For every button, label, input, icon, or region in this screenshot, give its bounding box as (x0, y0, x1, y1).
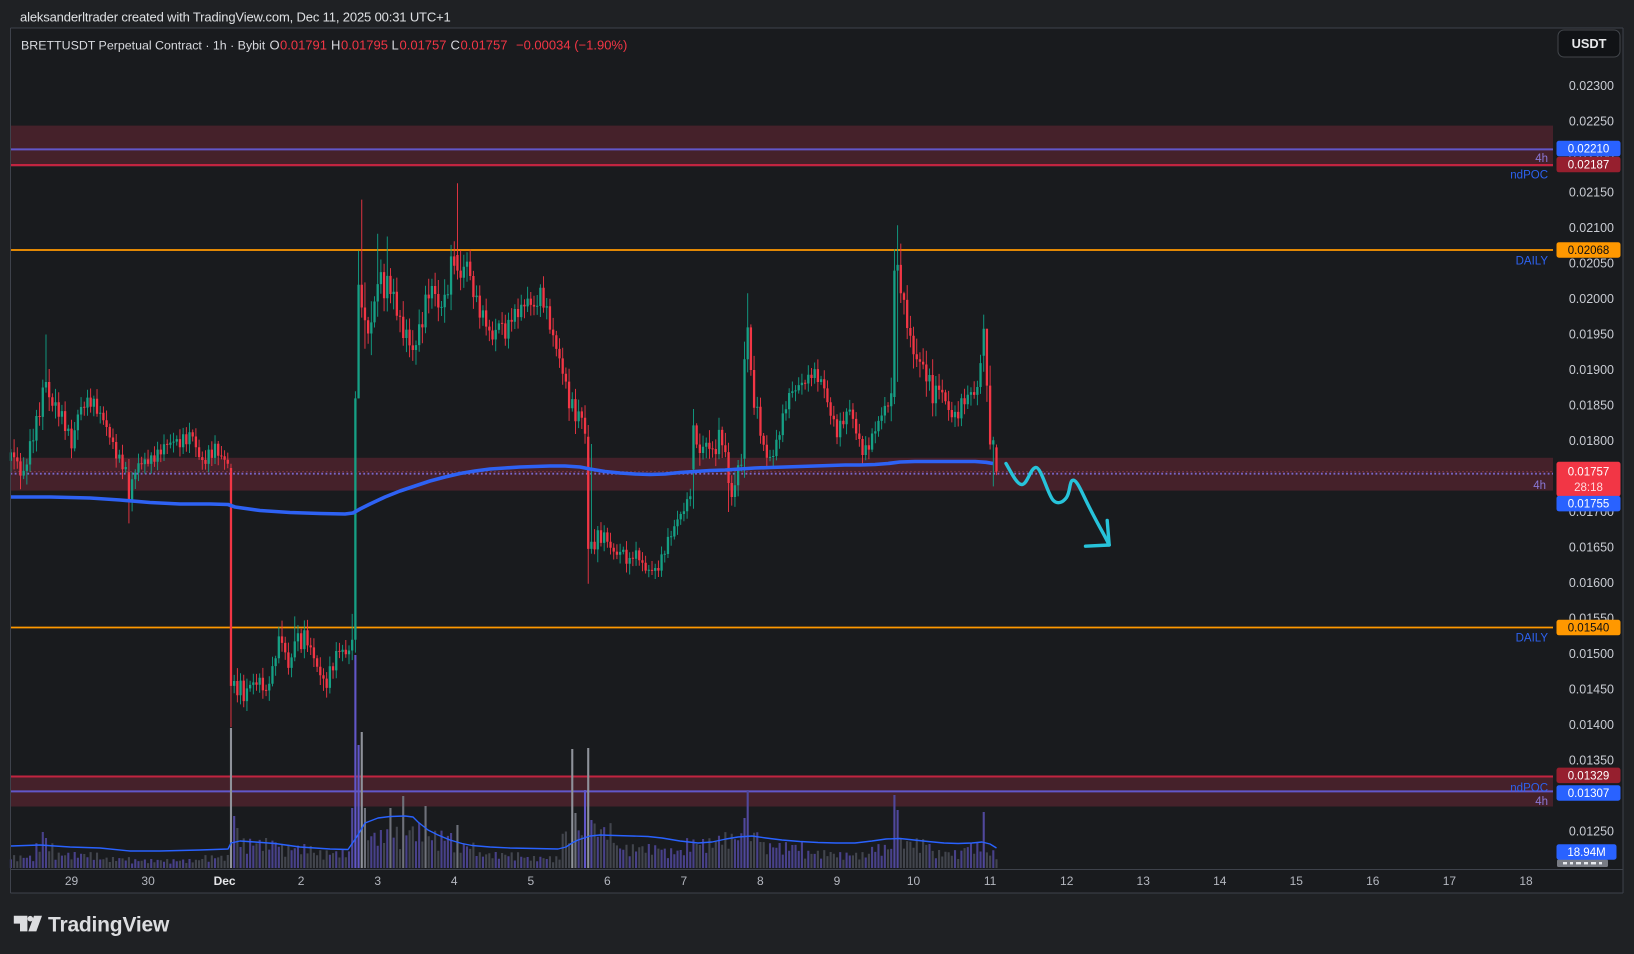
svg-text:15: 15 (1290, 874, 1304, 888)
svg-text:−0.00034 (−1.90%): −0.00034 (−1.90%) (516, 38, 627, 53)
svg-text:0.01900: 0.01900 (1569, 363, 1614, 377)
svg-text:10: 10 (907, 874, 921, 888)
svg-text:0.02100: 0.02100 (1569, 221, 1614, 235)
svg-text:18: 18 (1519, 874, 1533, 888)
svg-text:0.02050: 0.02050 (1569, 257, 1614, 271)
svg-text:0.01400: 0.01400 (1569, 718, 1614, 732)
svg-text:0.01755: 0.01755 (1568, 499, 1610, 511)
svg-text:0.01450: 0.01450 (1569, 683, 1614, 697)
svg-text:0.01650: 0.01650 (1569, 541, 1614, 555)
svg-text:4h: 4h (1535, 796, 1548, 808)
svg-text:0.01795: 0.01795 (341, 38, 388, 53)
svg-text:0.02300: 0.02300 (1569, 79, 1614, 93)
svg-text:0.01600: 0.01600 (1569, 576, 1614, 590)
svg-text:0.02250: 0.02250 (1569, 115, 1614, 129)
svg-text:0.01850: 0.01850 (1569, 399, 1614, 413)
svg-text:0.01500: 0.01500 (1569, 647, 1614, 661)
svg-text:0.02187: 0.02187 (1568, 160, 1610, 172)
svg-text:ndPOC: ndPOC (1510, 170, 1548, 182)
svg-text:BRETTUSDT Perpetual Contract ·: BRETTUSDT Perpetual Contract · 1h · Bybi… (21, 39, 266, 53)
svg-text:0.01757: 0.01757 (461, 38, 508, 53)
svg-text:O: O (270, 38, 280, 53)
svg-text:5: 5 (527, 874, 534, 888)
svg-text:0.01800: 0.01800 (1569, 434, 1614, 448)
svg-text:0.01791: 0.01791 (280, 38, 327, 53)
svg-text:9: 9 (834, 874, 841, 888)
svg-text:0.01350: 0.01350 (1569, 754, 1614, 768)
svg-text:0.02000: 0.02000 (1569, 292, 1614, 306)
svg-text:0.01250: 0.01250 (1569, 825, 1614, 839)
svg-text:0.02068: 0.02068 (1568, 245, 1610, 257)
svg-text:29: 29 (65, 874, 79, 888)
svg-text:0.01757: 0.01757 (1568, 466, 1610, 478)
svg-text:C: C (451, 38, 460, 53)
svg-text:18.94M: 18.94M (1567, 847, 1605, 859)
svg-text:3: 3 (374, 874, 381, 888)
svg-text:0.02150: 0.02150 (1569, 186, 1614, 200)
svg-text:0.01950: 0.01950 (1569, 328, 1614, 342)
svg-text:13: 13 (1137, 874, 1151, 888)
svg-text:0.01307: 0.01307 (1568, 788, 1610, 800)
svg-text:28:18: 28:18 (1574, 482, 1603, 494)
svg-text:USDT: USDT (1572, 36, 1607, 51)
svg-text:11: 11 (984, 874, 997, 888)
svg-text:TradingView: TradingView (48, 914, 170, 937)
svg-text:7: 7 (681, 874, 688, 888)
svg-text:0.01329: 0.01329 (1568, 770, 1610, 782)
svg-text:12: 12 (1060, 874, 1074, 888)
svg-text:17: 17 (1443, 874, 1457, 888)
svg-text:2: 2 (298, 874, 305, 888)
svg-text:H: H (331, 38, 340, 53)
svg-text:30: 30 (141, 874, 155, 888)
svg-text:14: 14 (1213, 874, 1227, 888)
svg-text:DAILY: DAILY (1516, 633, 1549, 645)
svg-text:ndPOC: ndPOC (1510, 783, 1548, 795)
svg-text:0.02210: 0.02210 (1568, 144, 1610, 156)
svg-text:4: 4 (451, 874, 458, 888)
svg-text:0.01757: 0.01757 (400, 38, 447, 53)
svg-text:Dec: Dec (214, 874, 236, 888)
svg-text:6: 6 (604, 874, 611, 888)
svg-text:L: L (392, 38, 399, 53)
svg-text:0.01540: 0.01540 (1568, 623, 1610, 635)
svg-text:4h: 4h (1535, 153, 1548, 165)
svg-text:8: 8 (757, 874, 764, 888)
svg-text:aleksanderltrader created with: aleksanderltrader created with TradingVi… (20, 10, 451, 25)
svg-text:4h: 4h (1533, 480, 1546, 492)
svg-text:DAILY: DAILY (1516, 256, 1549, 268)
svg-text:16: 16 (1366, 874, 1380, 888)
